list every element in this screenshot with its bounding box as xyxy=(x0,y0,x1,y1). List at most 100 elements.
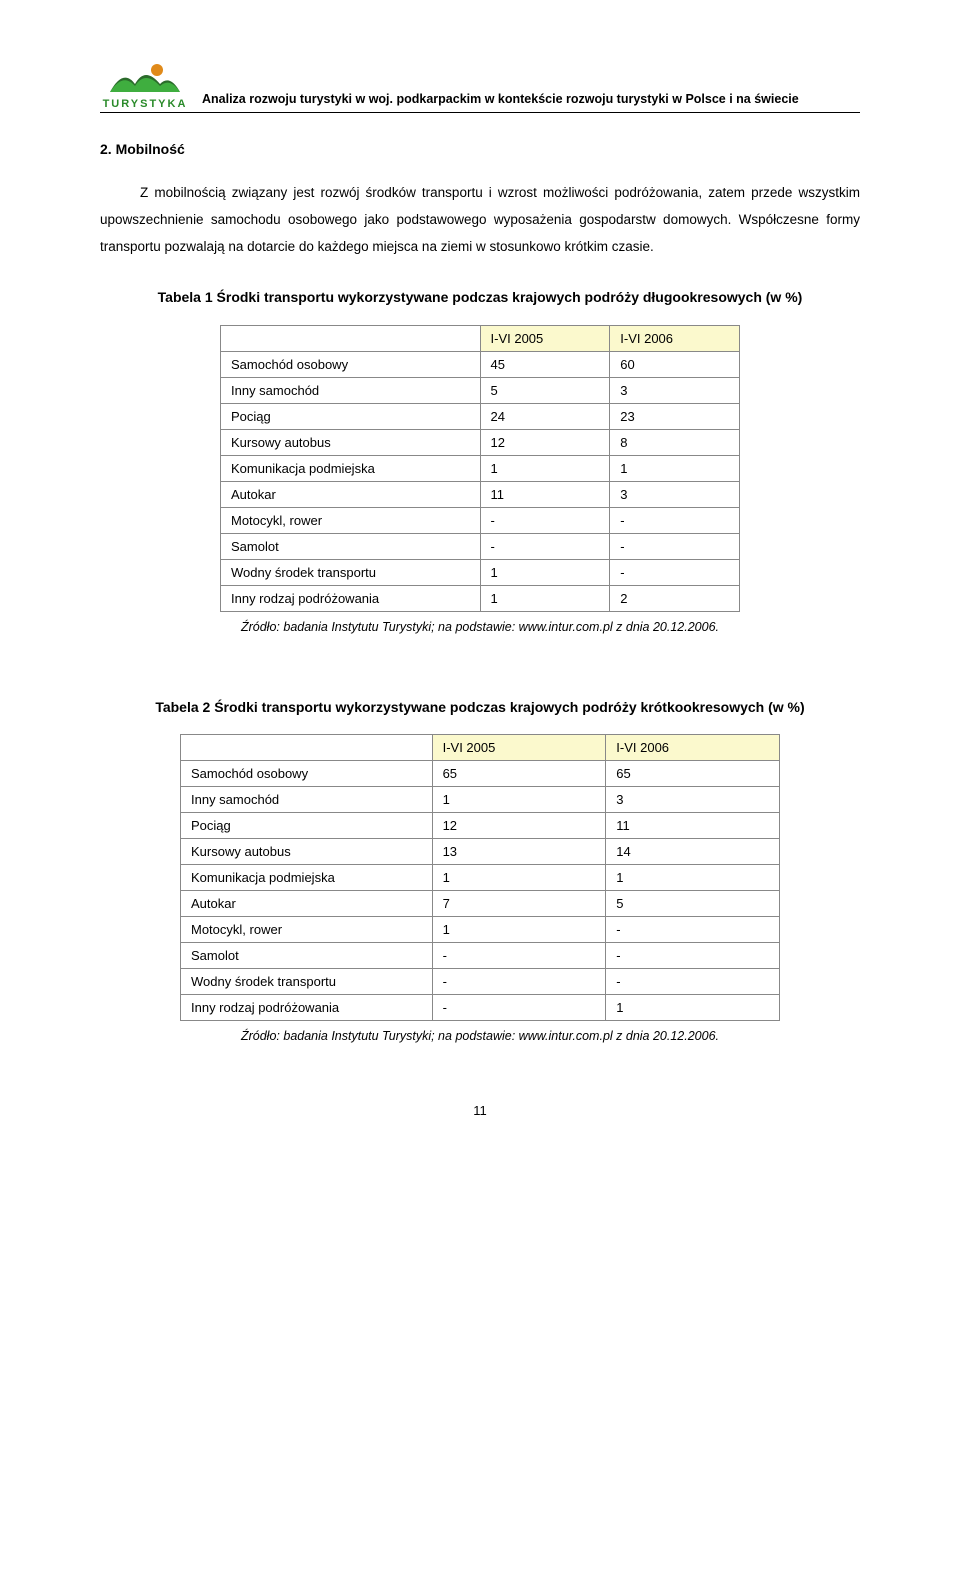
table-cell: 14 xyxy=(606,839,780,865)
table-cell: Inny rodzaj podróżowania xyxy=(221,585,481,611)
table-cell: - xyxy=(432,943,606,969)
table-cell: 1 xyxy=(432,787,606,813)
table2-source: Źródło: badania Instytutu Turystyki; na … xyxy=(100,1029,860,1043)
table-cell: 23 xyxy=(610,403,740,429)
table-row: Samolot-- xyxy=(181,943,780,969)
table-cell: Pociąg xyxy=(181,813,433,839)
page-header: TURYSTYKA Analiza rozwoju turystyki w wo… xyxy=(100,60,860,113)
table-row: Kursowy autobus128 xyxy=(221,429,740,455)
table1-title: Tabela 1 Środki transportu wykorzystywan… xyxy=(100,284,860,311)
body-paragraph: Z mobilnością związany jest rozwój środk… xyxy=(100,179,860,260)
table1-col-0 xyxy=(221,325,481,351)
table2-col-2: I-VI 2006 xyxy=(606,735,780,761)
table1: I-VI 2005 I-VI 2006 Samochód osobowy4560… xyxy=(220,325,740,612)
table-cell: - xyxy=(610,533,740,559)
table-cell: Kursowy autobus xyxy=(221,429,481,455)
table-row: Motocykl, rower1- xyxy=(181,917,780,943)
table-cell: Komunikacja podmiejska xyxy=(181,865,433,891)
table2: I-VI 2005 I-VI 2006 Samochód osobowy6565… xyxy=(180,734,780,1021)
table2-col-1: I-VI 2005 xyxy=(432,735,606,761)
table-cell: Samochód osobowy xyxy=(181,761,433,787)
table-cell: Pociąg xyxy=(221,403,481,429)
table2-col-0 xyxy=(181,735,433,761)
header-title: Analiza rozwoju turystyki w woj. podkarp… xyxy=(202,92,799,110)
table-cell: 1 xyxy=(606,995,780,1021)
table-row: Komunikacja podmiejska11 xyxy=(181,865,780,891)
table-cell: - xyxy=(610,507,740,533)
table-row: Inny samochód53 xyxy=(221,377,740,403)
table-cell: Samochód osobowy xyxy=(221,351,481,377)
table-cell: 5 xyxy=(606,891,780,917)
table-cell: 8 xyxy=(610,429,740,455)
table-cell: Motocykl, rower xyxy=(181,917,433,943)
table-cell: 3 xyxy=(610,481,740,507)
table-row: Samochód osobowy6565 xyxy=(181,761,780,787)
table1-col-2: I-VI 2006 xyxy=(610,325,740,351)
table-cell: 1 xyxy=(480,559,610,585)
table1-head: I-VI 2005 I-VI 2006 xyxy=(221,325,740,351)
table-cell: Inny samochód xyxy=(181,787,433,813)
table-cell: - xyxy=(432,995,606,1021)
table-cell: Wodny środek transportu xyxy=(181,969,433,995)
table-cell: 7 xyxy=(432,891,606,917)
table-row: Wodny środek transportu-- xyxy=(181,969,780,995)
table-cell: - xyxy=(610,559,740,585)
page-number: 11 xyxy=(100,1103,860,1118)
table-row: Wodny środek transportu1- xyxy=(221,559,740,585)
table-cell: 5 xyxy=(480,377,610,403)
table2-body: Samochód osobowy6565Inny samochód13Pocią… xyxy=(181,761,780,1021)
table-cell: 1 xyxy=(480,455,610,481)
table-row: Inny samochód13 xyxy=(181,787,780,813)
table-cell: 2 xyxy=(610,585,740,611)
table-cell: Autokar xyxy=(221,481,481,507)
table-cell: Kursowy autobus xyxy=(181,839,433,865)
table-row: Motocykl, rower-- xyxy=(221,507,740,533)
table-cell: 60 xyxy=(610,351,740,377)
table-cell: 1 xyxy=(610,455,740,481)
table-cell: 1 xyxy=(480,585,610,611)
table-row: Kursowy autobus1314 xyxy=(181,839,780,865)
table-cell: Autokar xyxy=(181,891,433,917)
table-cell: 1 xyxy=(606,865,780,891)
table-cell: 12 xyxy=(432,813,606,839)
table-cell: 1 xyxy=(432,865,606,891)
table-row: Inny rodzaj podróżowania12 xyxy=(221,585,740,611)
table-cell: 3 xyxy=(606,787,780,813)
table-row: Komunikacja podmiejska11 xyxy=(221,455,740,481)
table-row: Autokar113 xyxy=(221,481,740,507)
table-cell: 13 xyxy=(432,839,606,865)
logo-text: TURYSTYKA xyxy=(103,98,188,110)
table1-body: Samochód osobowy4560Inny samochód53Pocią… xyxy=(221,351,740,611)
table1-source: Źródło: badania Instytutu Turystyki; na … xyxy=(100,620,860,634)
table-cell: 65 xyxy=(606,761,780,787)
table2-title: Tabela 2 Środki transportu wykorzystywan… xyxy=(100,694,860,721)
table-cell: - xyxy=(432,969,606,995)
table-cell: 45 xyxy=(480,351,610,377)
table1-col-1: I-VI 2005 xyxy=(480,325,610,351)
table-cell: Motocykl, rower xyxy=(221,507,481,533)
table-cell: 3 xyxy=(610,377,740,403)
section-heading: 2. Mobilność xyxy=(100,141,860,157)
table-row: Autokar75 xyxy=(181,891,780,917)
table-cell: 12 xyxy=(480,429,610,455)
table-row: Samolot-- xyxy=(221,533,740,559)
table-row: Samochód osobowy4560 xyxy=(221,351,740,377)
document-page: TURYSTYKA Analiza rozwoju turystyki w wo… xyxy=(0,0,960,1158)
table-cell: - xyxy=(606,969,780,995)
table-cell: 11 xyxy=(480,481,610,507)
table-cell: Samolot xyxy=(221,533,481,559)
table-cell: - xyxy=(480,533,610,559)
table-cell: Inny rodzaj podróżowania xyxy=(181,995,433,1021)
table2-head: I-VI 2005 I-VI 2006 xyxy=(181,735,780,761)
table-cell: 11 xyxy=(606,813,780,839)
table-cell: 1 xyxy=(432,917,606,943)
table-cell: 24 xyxy=(480,403,610,429)
table-cell: 65 xyxy=(432,761,606,787)
table-row: Pociąg2423 xyxy=(221,403,740,429)
table-cell: Komunikacja podmiejska xyxy=(221,455,481,481)
table-cell: Wodny środek transportu xyxy=(221,559,481,585)
table-cell: - xyxy=(480,507,610,533)
logo: TURYSTYKA xyxy=(100,60,190,110)
table-cell: - xyxy=(606,943,780,969)
table-cell: Samolot xyxy=(181,943,433,969)
